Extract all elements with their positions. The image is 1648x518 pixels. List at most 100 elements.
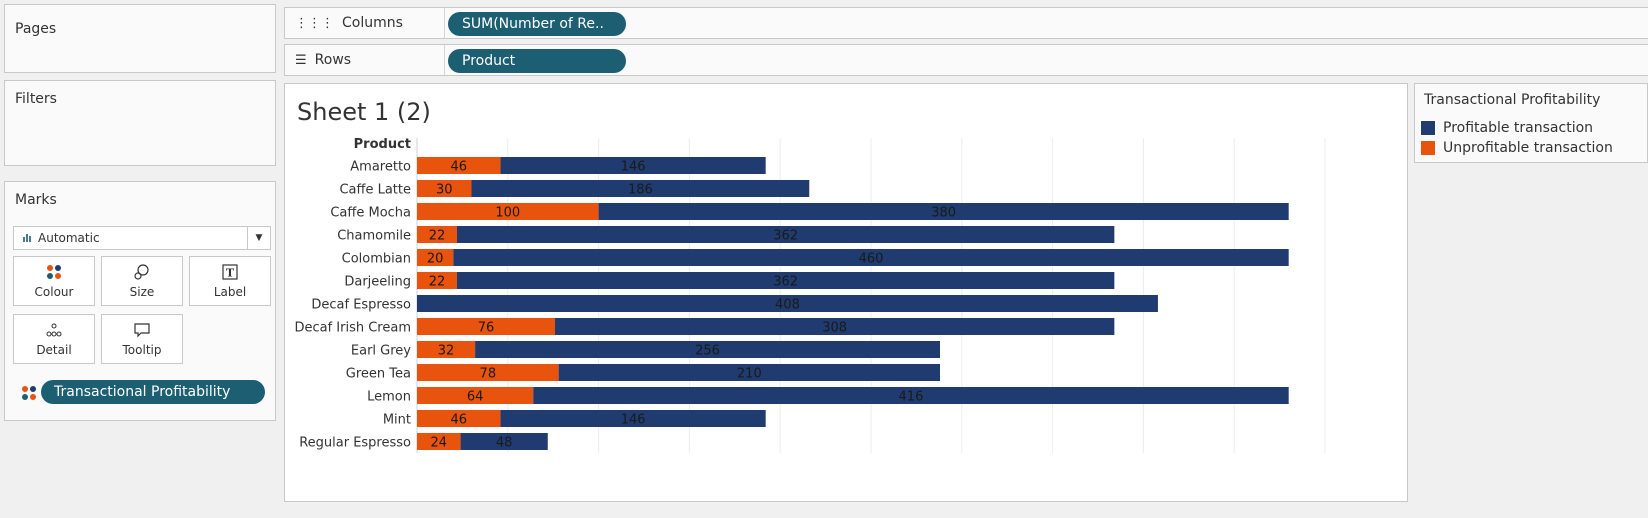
bar-segment[interactable] — [417, 226, 457, 243]
label-label: Label — [213, 285, 247, 299]
legend-item-profitable[interactable]: Profitable transaction — [1421, 120, 1593, 136]
data-label: 22 — [429, 275, 446, 290]
rows-shelf-label: ☰ Rows — [285, 45, 445, 75]
tooltip-button[interactable]: Tooltip — [101, 314, 183, 364]
columns-shelf[interactable]: ⋮⋮⋮ Columns SUM(Number of Re.. — [284, 7, 1648, 39]
data-label: 48 — [496, 436, 513, 451]
bar-segment[interactable] — [417, 203, 599, 220]
category-label: Earl Grey — [351, 344, 411, 359]
category-label: Regular Espresso — [299, 436, 411, 451]
bar-segment[interactable] — [417, 410, 501, 427]
data-label: 408 — [775, 298, 800, 313]
data-label: 186 — [628, 183, 653, 198]
data-label: 24 — [431, 436, 448, 451]
columns-pill[interactable]: SUM(Number of Re.. — [448, 12, 626, 36]
label-button[interactable]: T Label — [189, 256, 271, 306]
bar-segment[interactable] — [456, 272, 1115, 289]
category-label: Lemon — [367, 390, 411, 405]
bar-segment[interactable] — [598, 203, 1289, 220]
data-label: 362 — [773, 229, 798, 244]
colour-icon — [47, 265, 61, 279]
legend-label-unprofitable: Unprofitable transaction — [1443, 140, 1613, 156]
data-label: 100 — [495, 206, 520, 221]
bar-segment[interactable] — [417, 364, 559, 381]
data-label: 256 — [695, 344, 720, 359]
colour-button[interactable]: Colour — [13, 256, 95, 306]
data-label: 210 — [737, 367, 762, 382]
tooltip-icon — [134, 323, 150, 338]
pages-label: Pages — [15, 21, 57, 37]
bar-segment[interactable] — [460, 433, 548, 450]
worksheet-view: Sheet 1 (2) Product Amaretto 46 146 Caffe La… — [284, 83, 1408, 502]
bar-segment[interactable] — [558, 364, 941, 381]
marks-label: Marks — [15, 192, 57, 208]
bar-segment[interactable] — [555, 318, 1115, 335]
data-label: 22 — [429, 229, 446, 244]
rows-label-text: Rows — [314, 52, 352, 68]
data-label: 416 — [899, 390, 924, 405]
category-label: Decaf Espresso — [311, 298, 411, 313]
bar-segment[interactable] — [453, 249, 1289, 266]
category-label: Darjeeling — [344, 275, 411, 290]
bar-segment[interactable] — [417, 318, 556, 335]
legend-item-unprofitable[interactable]: Unprofitable transaction — [1421, 140, 1613, 156]
category-label: Colombian — [342, 252, 411, 267]
rows-pill[interactable]: Product — [448, 49, 626, 73]
bar-segment[interactable] — [471, 180, 810, 197]
filters-panel[interactable]: Filters — [4, 80, 276, 166]
marks-panel: Marks Automatic ▼ Colour Size T Label De… — [4, 181, 276, 421]
rows-shelf[interactable]: ☰ Rows Product — [284, 44, 1648, 76]
legend-label-profitable: Profitable transaction — [1443, 120, 1594, 136]
data-label: 20 — [427, 252, 444, 267]
data-label: 308 — [822, 321, 847, 336]
mark-type-dropdown[interactable]: Automatic ▼ — [13, 226, 271, 250]
pages-panel[interactable]: Pages — [4, 4, 276, 73]
legend-swatch-unprofitable — [1421, 141, 1435, 155]
bar-chart-icon — [22, 231, 32, 245]
rows-icon: ☰ — [295, 52, 307, 68]
data-label: 380 — [931, 206, 956, 221]
columns-icon: ⋮⋮⋮ — [295, 15, 334, 31]
bar-segment[interactable] — [475, 341, 941, 358]
data-label: 362 — [773, 275, 798, 290]
bar-segment[interactable] — [417, 157, 501, 174]
bar-segment[interactable] — [417, 433, 461, 450]
bar-segment[interactable] — [417, 180, 472, 197]
colour-field-icon — [21, 385, 37, 405]
colour-field-pill[interactable]: Transactional Profitability — [41, 380, 265, 404]
size-button[interactable]: Size — [101, 256, 183, 306]
bar-segment[interactable] — [417, 249, 454, 266]
data-label: 146 — [621, 160, 646, 175]
sheet-title: Sheet 1 (2) — [297, 98, 431, 126]
bar-segment[interactable] — [417, 387, 534, 404]
category-label: Caffe Latte — [339, 183, 411, 198]
bar-segment[interactable] — [533, 387, 1289, 404]
svg-text:T: T — [226, 267, 235, 280]
detail-icon — [46, 323, 62, 337]
legend-swatch-profitable — [1421, 121, 1435, 135]
category-label: Caffe Mocha — [330, 206, 411, 221]
category-label: Decaf Irish Cream — [294, 321, 411, 336]
tooltip-label: Tooltip — [122, 343, 162, 357]
chevron-down-icon[interactable]: ▼ — [247, 227, 270, 249]
bar-segment[interactable] — [417, 341, 476, 358]
data-label: 76 — [478, 321, 495, 336]
data-label: 146 — [621, 413, 646, 428]
data-label: 64 — [467, 390, 484, 405]
bar-segment[interactable] — [417, 272, 457, 289]
bar-segment[interactable] — [500, 410, 766, 427]
columns-label-text: Columns — [342, 15, 403, 31]
data-label: 30 — [436, 183, 453, 198]
bar-segment[interactable] — [417, 295, 1158, 312]
data-label: 78 — [480, 367, 497, 382]
size-label: Size — [129, 285, 155, 299]
detail-button[interactable]: Detail — [13, 314, 95, 364]
bar-segment[interactable] — [456, 226, 1115, 243]
detail-label: Detail — [36, 343, 72, 357]
row-header: Product — [354, 138, 411, 152]
label-icon: T — [222, 264, 238, 280]
size-icon — [134, 264, 149, 280]
bar-segment[interactable] — [500, 157, 766, 174]
legend-title: Transactional Profitability — [1424, 92, 1601, 108]
columns-shelf-label: ⋮⋮⋮ Columns — [285, 8, 445, 38]
